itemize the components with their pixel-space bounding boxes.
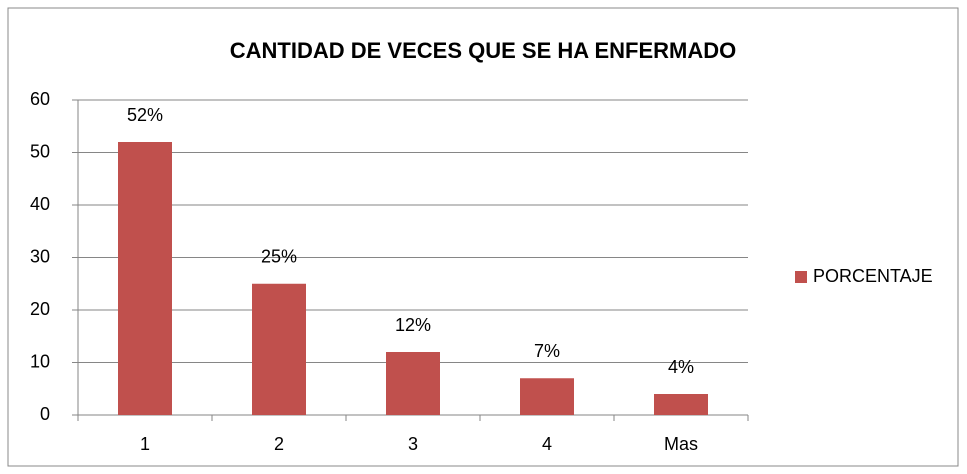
y-tick-label: 30 [30, 246, 50, 266]
bar [520, 378, 574, 415]
chart-title: CANTIDAD DE VECES QUE SE HA ENFERMADO [230, 38, 736, 63]
data-label: 4% [668, 357, 694, 377]
y-tick-label: 20 [30, 299, 50, 319]
y-tick-label: 40 [30, 194, 50, 214]
data-label: 12% [395, 315, 431, 335]
bar [252, 283, 306, 415]
bar [654, 394, 708, 415]
y-tick-label: 60 [30, 89, 50, 109]
data-label: 7% [534, 341, 560, 361]
data-label: 52% [127, 105, 163, 125]
x-tick-label: 3 [408, 434, 418, 454]
x-tick-label: 1 [140, 434, 150, 454]
legend-swatch [795, 271, 807, 283]
y-tick-label: 50 [30, 141, 50, 161]
y-tick-label: 10 [30, 351, 50, 371]
x-tick-label: Mas [664, 434, 698, 454]
legend-label: PORCENTAJE [813, 266, 933, 286]
bar [386, 352, 440, 415]
y-tick-label: 0 [40, 404, 50, 424]
x-tick-label: 4 [542, 434, 552, 454]
data-label: 25% [261, 247, 297, 267]
bar [118, 142, 172, 415]
x-tick-label: 2 [274, 434, 284, 454]
